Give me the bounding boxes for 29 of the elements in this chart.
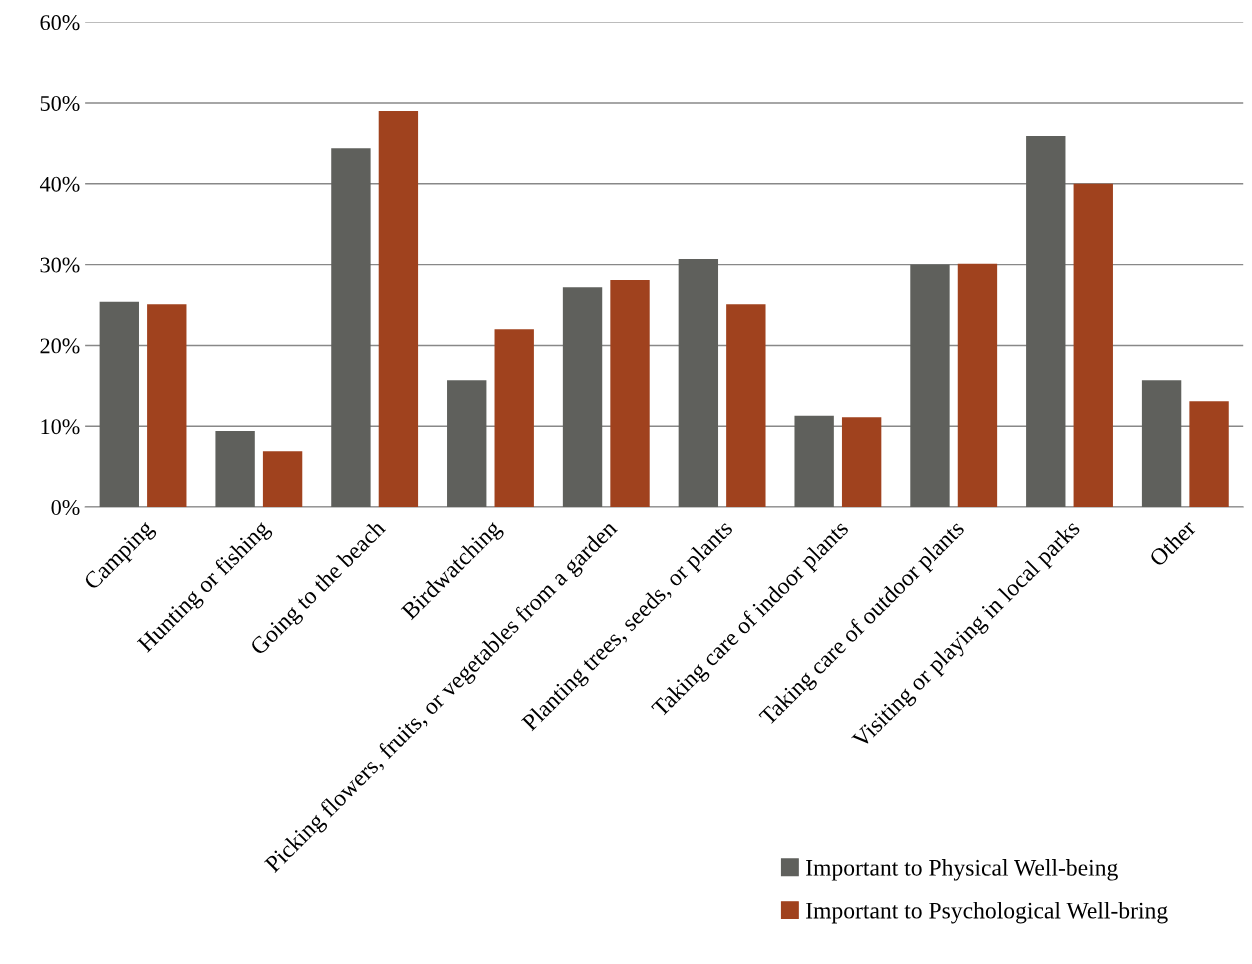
bar <box>147 304 187 508</box>
y-tick-label: 40% <box>39 176 80 192</box>
bar <box>494 329 534 508</box>
bar <box>1073 183 1113 508</box>
bar <box>1141 380 1182 508</box>
bar <box>447 380 487 508</box>
bar <box>610 279 650 508</box>
bar <box>562 287 603 508</box>
bar <box>841 417 882 508</box>
y-tick-label: 30% <box>40 257 80 273</box>
bar <box>957 263 998 508</box>
y-tick-label: 0% <box>51 500 80 516</box>
y-tick-label: 50% <box>40 95 80 111</box>
y-tick-label: 10% <box>41 419 80 435</box>
bar <box>794 415 834 508</box>
bar <box>215 431 255 508</box>
y-tick-label: 20% <box>40 338 80 354</box>
bar <box>678 258 719 508</box>
bar <box>262 451 303 508</box>
bar <box>910 264 950 508</box>
y-tick-label: 60% <box>40 15 80 31</box>
bar <box>1026 136 1066 508</box>
legend-label: Important to Physical Well-being <box>806 859 1118 881</box>
bar <box>331 148 371 508</box>
bar <box>1189 401 1229 508</box>
bar <box>378 111 419 508</box>
bar <box>99 301 139 508</box>
legend-label: Important to Psychological Well-bring <box>806 901 1168 924</box>
bar <box>726 304 766 508</box>
